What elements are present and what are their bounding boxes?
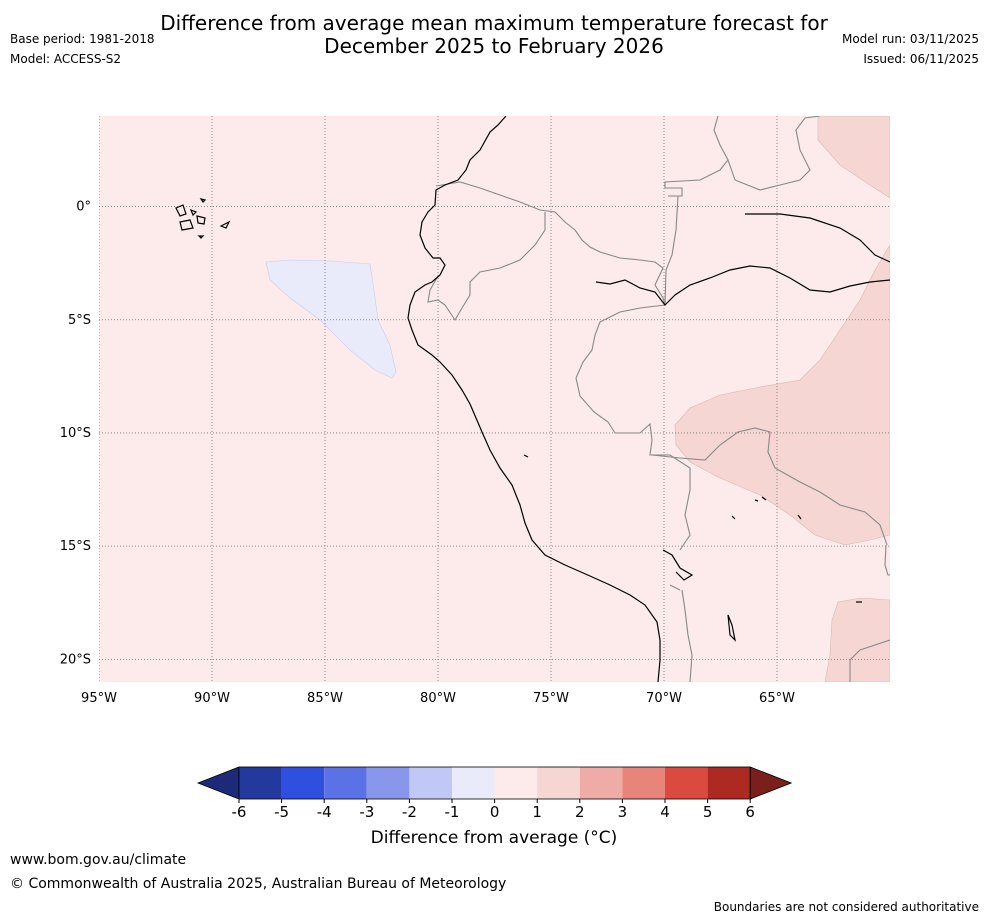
anomaly-region-southeast xyxy=(824,597,890,682)
colorbar-tick-label: 2 xyxy=(575,803,585,821)
lon-label: 95°W xyxy=(81,691,117,706)
model-run: Model run: 03/11/2025 xyxy=(841,32,979,46)
anomaly-region-east xyxy=(674,244,890,546)
title-line-1: Difference from average mean maximum tem… xyxy=(160,11,828,35)
colorbar-tick-label: 0 xyxy=(490,803,500,821)
lon-label: 85°W xyxy=(307,691,343,706)
colorbar-tick-label: 5 xyxy=(703,803,713,821)
colorbar-tick-label: 1 xyxy=(532,803,542,821)
lon-label: 75°W xyxy=(533,691,569,706)
colorbar-swatch xyxy=(494,767,538,799)
colorbar-tick-label: 4 xyxy=(660,803,670,821)
lat-label: 20°S xyxy=(60,652,91,667)
colorbar-swatch xyxy=(707,767,751,799)
issued-date: Issued: 06/11/2025 xyxy=(863,52,979,66)
colorbar-swatch xyxy=(324,767,367,799)
title-line-2: December 2025 to February 2026 xyxy=(324,34,664,58)
meta-right: Model run: 03/11/2025 Issued: 06/11/2025 xyxy=(842,32,979,72)
colorbar-tick-label: -1 xyxy=(445,803,460,821)
lat-label: 15°S xyxy=(60,539,91,554)
lon-label: 80°W xyxy=(420,691,456,706)
anomaly-region-cool xyxy=(265,259,397,379)
colorbar-swatch xyxy=(409,767,452,799)
lat-label: 5°S xyxy=(68,313,91,328)
footer-url[interactable]: www.bom.gov.au/climate xyxy=(10,852,187,868)
colorbar-swatch xyxy=(452,767,495,799)
coastlines xyxy=(175,116,890,682)
colorbar-tick-label: -5 xyxy=(274,803,289,821)
colorbar-swatch xyxy=(239,767,282,799)
colorbar-tick-label: -2 xyxy=(402,803,417,821)
meta-left: Base period: 1981-2018 Model: ACCESS-S2 xyxy=(10,32,155,72)
lon-label: 70°W xyxy=(646,691,682,706)
colorbar-tick-label: -4 xyxy=(317,803,332,821)
lon-label: 90°W xyxy=(194,691,230,706)
map-title: Difference from average mean maximum tem… xyxy=(0,12,988,58)
colorbar-under-arrow xyxy=(196,766,240,800)
anomaly-region-northeast xyxy=(817,116,890,199)
colorbar-tick-label: 3 xyxy=(618,803,628,821)
lat-label: 10°S xyxy=(60,426,91,441)
lat-label: 0° xyxy=(76,200,91,215)
lon-label: 65°W xyxy=(759,691,795,706)
model-name: Model: ACCESS-S2 xyxy=(10,52,122,66)
colorbar-over-arrow xyxy=(749,766,793,800)
legend-label: Difference from average (°C) xyxy=(370,828,618,848)
base-period: Base period: 1981-2018 xyxy=(10,32,155,46)
footer-copyright: © Commonwealth of Australia 2025, Austra… xyxy=(10,876,507,892)
colorbar-tick-label: -6 xyxy=(232,803,247,821)
colorbar-swatch xyxy=(281,767,325,799)
colorbar-tick-label: -3 xyxy=(359,803,374,821)
colorbar-swatch xyxy=(665,767,708,799)
colour-bar: -6 -5 -4 -3 -2 -1 0 1 2 3 4 5 6 xyxy=(196,766,793,821)
colorbar-swatch xyxy=(537,767,580,799)
forecast-map: 0° 5°S 10°S 15°S 20°S 95°W 90°W 85°W 80°W 75°W 70… xyxy=(60,116,890,706)
footer-disclaimer: Boundaries are not considered authoritat… xyxy=(713,900,979,914)
country-borders xyxy=(427,116,890,682)
colorbar-swatch xyxy=(579,767,623,799)
colorbar-swatch xyxy=(622,767,665,799)
colorbar-swatch xyxy=(366,767,410,799)
colorbar-tick-label: 6 xyxy=(745,803,755,821)
